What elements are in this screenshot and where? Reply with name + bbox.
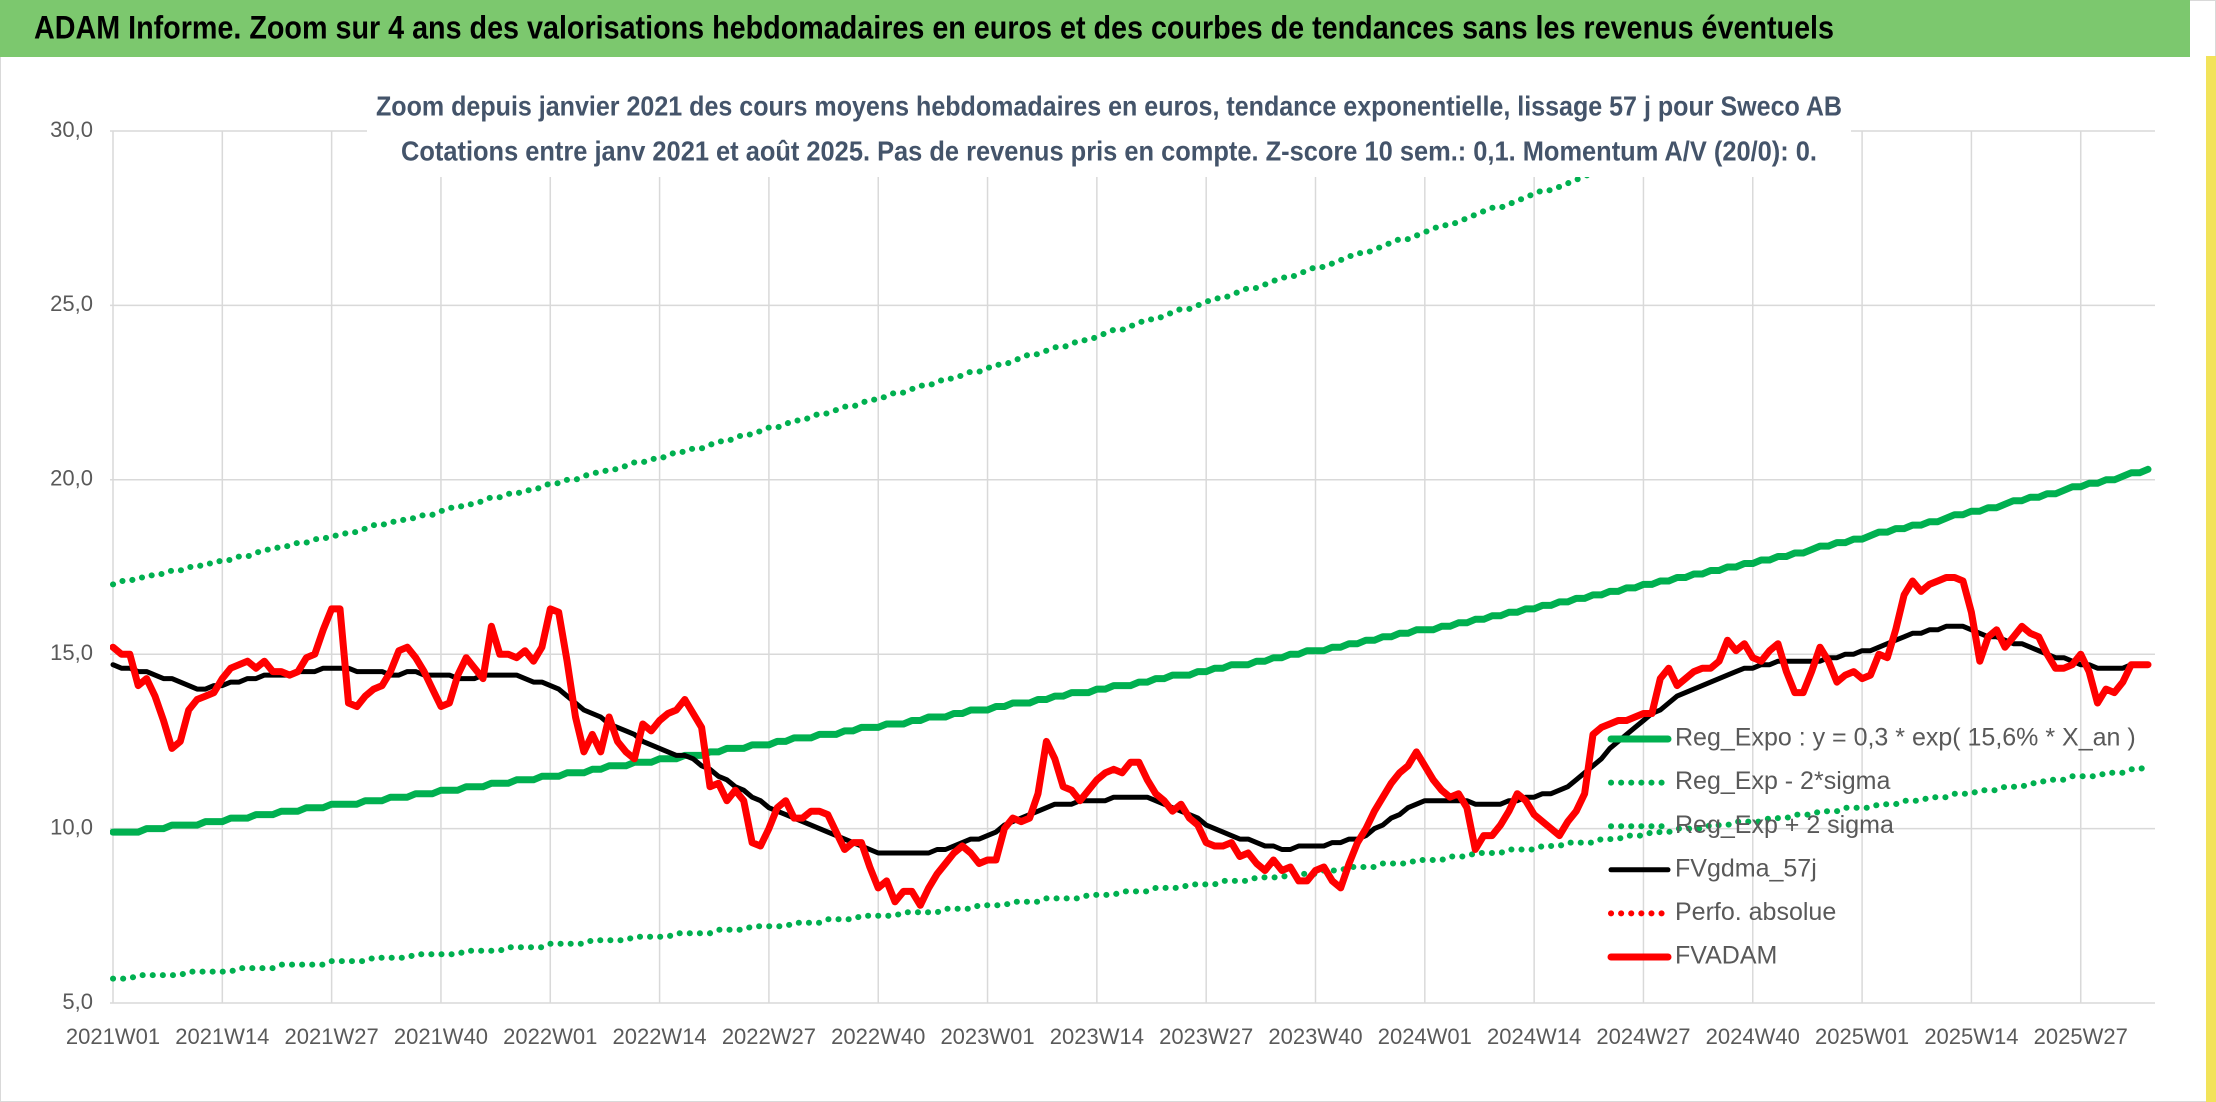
subtitle: Zoom depuis janvier 2021 des cours moyen… [376,90,1842,121]
plot-lines [110,131,2152,982]
x-tick-label: 2023W40 [1268,1024,1362,1049]
y-tick-label: 20,0 [50,466,93,491]
legend-label: Reg_Exp + 2 sigma [1675,811,1894,839]
x-tick-label: 2021W01 [66,1024,160,1049]
y-tick-label: 25,0 [50,291,93,316]
series-line [110,574,2152,909]
x-tick-label: 2024W01 [1378,1024,1472,1049]
x-tick-label: 2024W14 [1487,1024,1581,1049]
x-tick-label: 2025W27 [2034,1024,2128,1049]
title-bar [0,0,2190,57]
frame-edge [2206,56,2216,1102]
x-tick-label: 2021W14 [175,1024,269,1049]
x-tick-label: 2022W14 [612,1024,706,1049]
series-line [110,762,2151,982]
y-tick-label: 30,0 [50,117,93,142]
legend-label: FVgdma_57j [1675,854,1817,882]
x-tick-label: 2023W14 [1050,1024,1144,1049]
subtitle: Cotations entre janv 2021 et août 2025. … [401,135,1817,166]
series-line [110,131,1719,588]
x-tick-label: 2024W27 [1596,1024,1690,1049]
x-tick-label: 2022W01 [503,1024,597,1049]
legend: Reg_Expo : y = 0,3 * exp( 15,6% * X_an )… [1607,724,2136,970]
x-tick-label: 2023W27 [1159,1024,1253,1049]
legend-label: Perfo. absolue [1675,898,1836,926]
x-tick-label: 2021W27 [285,1024,379,1049]
x-tick-label: 2022W40 [831,1024,925,1049]
series-line [110,465,2152,836]
x-tick-label: 2023W01 [940,1024,1034,1049]
legend-label: Reg_Exp - 2*sigma [1675,767,1890,795]
x-tick-label: 2021W40 [394,1024,488,1049]
x-tick-label: 2025W01 [1815,1024,1909,1049]
x-tick-label: 2024W40 [1706,1024,1800,1049]
x-tick-label: 2022W27 [722,1024,816,1049]
legend-label: FVADAM [1675,942,1777,970]
grid: 5,0 10,0 15,0 20,0 25,0 30,0 2021W01 2021W14 202… [50,117,2155,1049]
x-tick-label: 2025W14 [1924,1024,2018,1049]
series-line [110,623,2151,856]
y-tick-label: 15,0 [50,640,93,665]
chart-title: ADAM Informe. Zoom sur 4 ans des valoris… [34,9,1834,45]
legend-label: Reg_Expo : y = 0,3 * exp( 15,6% * X_an ) [1675,724,2136,752]
y-tick-label: 5,0 [62,989,93,1014]
subtitle-box [367,85,1851,177]
y-tick-label: 10,0 [50,814,93,839]
